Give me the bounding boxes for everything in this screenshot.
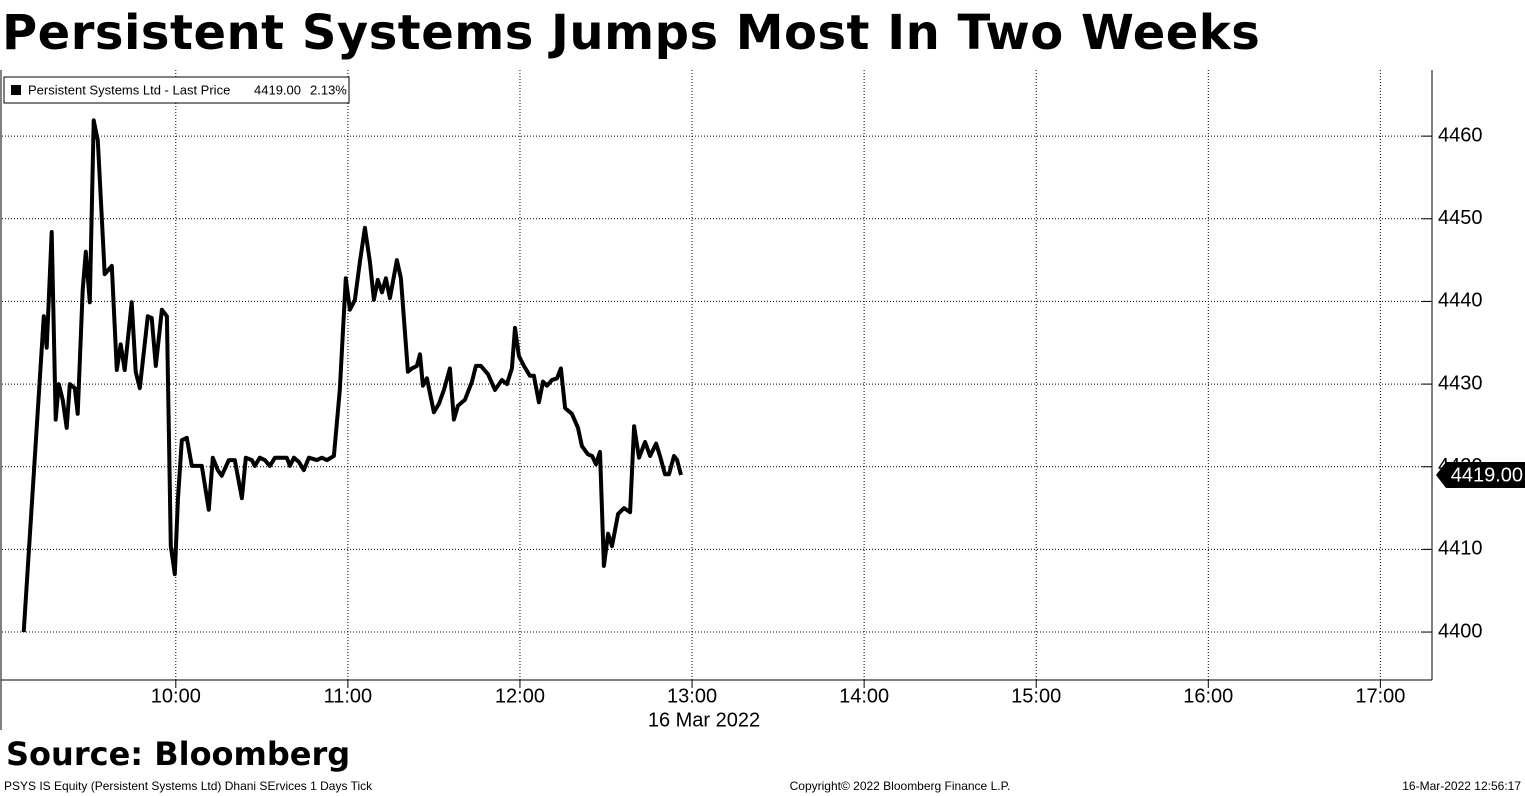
x-tick-label: 10:00 — [151, 685, 201, 707]
chart-title: Persistent Systems Jumps Most In Two Wee… — [2, 5, 1260, 61]
footer-center: Copyright© 2022 Bloomberg Finance L.P. — [790, 779, 1011, 793]
x-tick-label: 12:00 — [495, 685, 545, 707]
legend-last: 4419.00 — [254, 82, 301, 97]
y-tick-label: 4430 — [1438, 372, 1483, 394]
footer-right: 16-Mar-2022 12:56:17 — [1402, 779, 1521, 793]
legend-entry: Persistent Systems Ltd - Last Price — [28, 82, 230, 97]
x-tick-label: 17:00 — [1355, 685, 1405, 707]
footer-left: PSYS IS Equity (Persistent Systems Ltd) … — [4, 779, 373, 793]
y-tick-label: 4410 — [1438, 538, 1483, 560]
y-tick-label: 4450 — [1438, 207, 1483, 229]
x-tick-label: 11:00 — [324, 685, 373, 707]
x-tick-label: 13:00 — [667, 685, 717, 707]
last-price-label: 4419.00 — [1451, 464, 1523, 486]
price-line — [21, 118, 683, 633]
last-price-tag — [1436, 462, 1525, 489]
y-tick-label: 4440 — [1438, 290, 1483, 312]
legend-swatch — [11, 85, 21, 95]
x-tick-label: 15:00 — [1011, 685, 1061, 707]
legend-box — [3, 76, 350, 104]
x-tick-label: 14:00 — [839, 685, 889, 707]
legend-change: 2.13% — [310, 82, 347, 97]
y-tick-label: 4460 — [1438, 124, 1483, 146]
source: Source: Bloomberg — [6, 735, 350, 773]
y-tick-label: 4400 — [1438, 620, 1483, 642]
x-tick-label: 16:00 — [1183, 685, 1233, 707]
x-axis-label: 16 Mar 2022 — [648, 709, 760, 731]
legend: Persistent Systems Ltd - Last Price 4419… — [3, 76, 350, 104]
